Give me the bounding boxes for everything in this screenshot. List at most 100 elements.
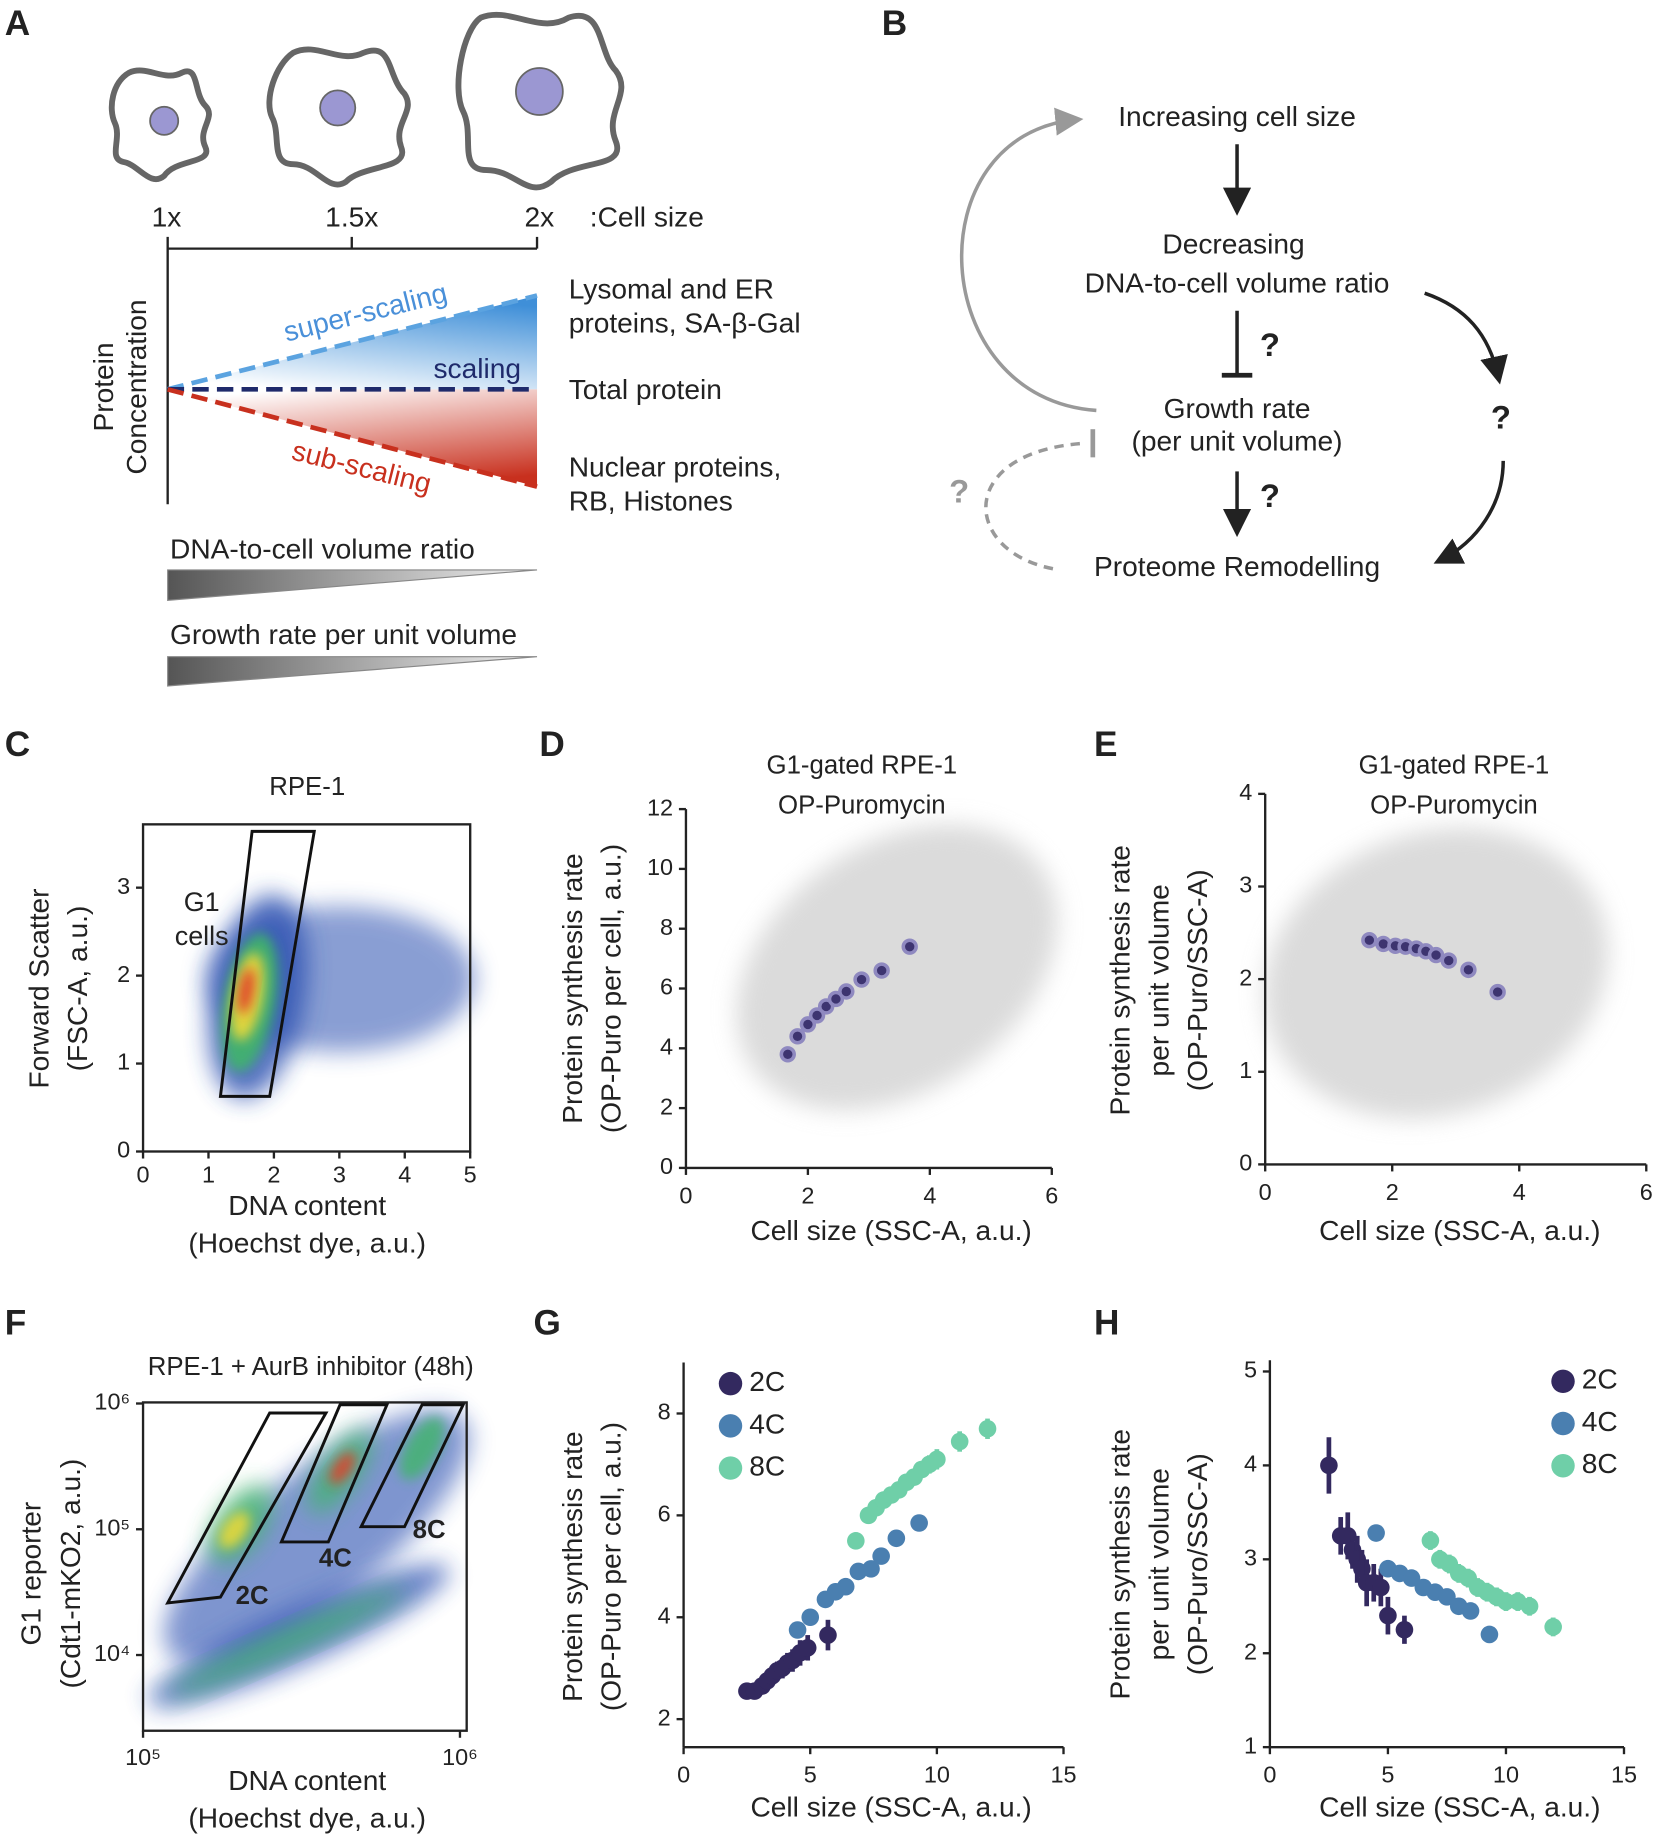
chart-title: G1-gated RPE-1 — [767, 752, 958, 780]
gate — [279, 1403, 390, 1544]
gradient-wedge — [167, 569, 538, 602]
chart: 0 1 2 3 4 5 0 1 2 3 RPE-1 DNA content (Hoechst dye, … — [23, 773, 476, 1259]
panel-label: E — [1094, 725, 1117, 764]
y-axis-label: Protein synthesis rate — [1105, 845, 1136, 1115]
x-tick-label: 2 — [267, 1161, 280, 1187]
annotation: 8C — [413, 1516, 446, 1544]
point — [910, 1514, 928, 1532]
legend-swatch — [718, 1456, 743, 1480]
point — [1361, 932, 1378, 949]
y-label: Concentration — [121, 299, 152, 474]
chart-title: G1-gated RPE-1 — [1359, 752, 1550, 780]
x-axis-label: Cell size (SSC-A, a.u.) — [1319, 1792, 1600, 1823]
point — [779, 1046, 796, 1063]
point — [1520, 1597, 1539, 1616]
node: Growth rate — [1164, 393, 1311, 424]
point — [1379, 1606, 1397, 1625]
point — [827, 990, 845, 1008]
x-tick-label: 10 — [1493, 1762, 1519, 1788]
x-tick-label: 15 — [1050, 1762, 1076, 1788]
nuclei — [149, 67, 564, 136]
chart: 10⁵ 10⁶ 10⁴ 10⁵ 10⁶ RPE-1 + AurB inhibitor (4… — [15, 1353, 478, 1833]
legend-label: 4C — [1582, 1406, 1618, 1437]
gradient-wedge — [167, 656, 538, 687]
y-axis-label: (OP-Puro per cell, a.u.) — [596, 844, 627, 1133]
density-cloud — [169, 1588, 406, 1696]
node: (per unit volume) — [1132, 426, 1343, 457]
trend-example: RB, Histones — [569, 486, 733, 517]
size-axis-label: :Cell size — [590, 202, 704, 233]
y-tick-label: 8 — [660, 914, 673, 940]
chart: 0 5 10 15 2 4 6 8 Cell size (SSC-A, a.u.) Protein… — [557, 1362, 1077, 1823]
x-tick-label: 0 — [1259, 1179, 1272, 1205]
x-tick-label: 4 — [1513, 1179, 1526, 1205]
legend-swatch — [1551, 1454, 1575, 1478]
panel-label: F — [5, 1303, 26, 1342]
y-tick-label: 4 — [658, 1602, 671, 1628]
question-mark: ? — [949, 472, 969, 509]
x-tick-label: 2 — [801, 1182, 814, 1208]
density-cloud — [238, 967, 255, 1014]
point — [1427, 946, 1445, 964]
legend-swatch — [1551, 1369, 1575, 1394]
point — [1421, 1531, 1440, 1550]
x-axis-label: Cell size (SSC-A, a.u.) — [1319, 1215, 1600, 1246]
legend-label: 2C — [749, 1366, 785, 1397]
point — [1438, 1588, 1456, 1606]
y-tick-label: 6 — [658, 1501, 671, 1527]
point — [1440, 952, 1457, 969]
point — [1461, 1602, 1480, 1620]
point — [836, 1577, 855, 1596]
x-tick-label: 5 — [464, 1161, 477, 1187]
point — [901, 938, 918, 955]
gate — [165, 1411, 329, 1605]
size-label: 1.5x — [325, 202, 378, 233]
y-tick-label: 3 — [117, 873, 130, 899]
gate — [218, 829, 316, 1098]
y-axis-label: per unit volume — [1143, 1468, 1174, 1660]
panel-label: D — [539, 725, 564, 764]
y-tick-label: 1 — [1244, 1732, 1257, 1758]
legend-label: 2C — [1582, 1364, 1618, 1395]
chart: 0 2 4 6 0 1 2 3 4 G1-gated RPE-1 OP-Puromycin Cell … — [1105, 752, 1653, 1246]
axes — [166, 236, 539, 505]
chart-title: RPE-1 — [269, 773, 345, 801]
y-tick-label: 6 — [660, 974, 673, 1000]
panel-label: H — [1094, 1303, 1119, 1342]
y-tick-label: 4 — [1244, 1451, 1257, 1477]
y-tick-label: 10 — [647, 854, 673, 880]
panel-label: C — [5, 725, 30, 764]
x-tick-label: 1 — [202, 1161, 215, 1187]
x-tick-label: 2 — [1386, 1179, 1399, 1205]
x-tick-label: 0 — [1263, 1762, 1276, 1788]
point — [978, 1419, 997, 1438]
x-axis-label: DNA content — [228, 1190, 386, 1221]
chart-title: RPE-1 + AurB inhibitor (48h) — [148, 1353, 474, 1381]
panel-label: B — [882, 4, 907, 43]
y-tick-label: 2 — [660, 1093, 673, 1119]
y-tick-label: 10⁵ — [94, 1514, 130, 1540]
y-axis-label: Protein synthesis rate — [557, 853, 588, 1123]
point — [838, 983, 855, 1000]
point — [928, 1450, 946, 1469]
y-axis-label: per unit volume — [1143, 884, 1174, 1076]
annotation: 4C — [319, 1544, 352, 1572]
trend-example: Lysomal and ER — [569, 273, 774, 304]
point — [789, 1028, 806, 1045]
chart: 0 2 4 6 0 2 4 6 8 10 12 G1-gated RPE-1 OP-Puromycin C… — [557, 752, 1058, 1246]
sub-scaling-line — [167, 387, 538, 489]
y-tick-label: 4 — [660, 1033, 673, 1059]
point — [950, 1432, 969, 1451]
gradient-label: Growth rate per unit volume — [170, 619, 517, 650]
y-tick-label: 12 — [647, 794, 673, 820]
x-tick-label: 0 — [137, 1161, 150, 1187]
y-tick-label: 1 — [1239, 1057, 1252, 1083]
point — [872, 1547, 890, 1565]
y-axis-label: (OP-Puro/SSC-A) — [1182, 1453, 1213, 1675]
point — [873, 962, 890, 979]
density-cloud — [329, 1452, 356, 1485]
node: Increasing cell size — [1118, 101, 1356, 132]
x-tick-label: 5 — [804, 1762, 817, 1788]
point — [1372, 1578, 1390, 1597]
point — [847, 1532, 865, 1550]
